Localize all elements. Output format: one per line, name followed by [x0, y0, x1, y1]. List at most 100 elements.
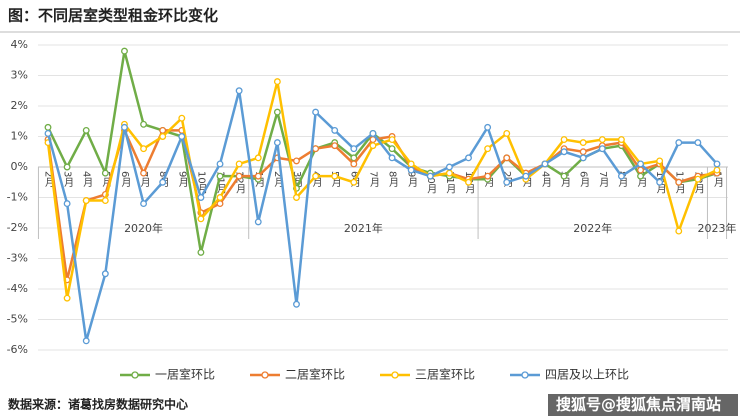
y-tick-label: 2% — [11, 99, 28, 112]
year-label: 2021年 — [344, 221, 383, 235]
point — [675, 227, 683, 235]
point — [140, 120, 148, 128]
point — [369, 142, 377, 150]
point — [560, 172, 568, 180]
point — [235, 87, 243, 95]
point — [101, 270, 109, 278]
year-label: 2020年 — [124, 221, 163, 235]
series-line — [46, 89, 718, 343]
y-tick-label: -2% — [7, 221, 28, 234]
legend-label: 二居室环比 — [285, 367, 345, 382]
x-tick-label: 7月 — [367, 171, 379, 188]
point — [63, 163, 71, 171]
point — [331, 172, 339, 180]
point — [503, 129, 511, 137]
point — [159, 133, 167, 140]
point — [465, 178, 472, 186]
point — [159, 126, 167, 134]
point — [598, 136, 606, 143]
x-tick-label: 9月 — [406, 171, 418, 188]
x-tick-label: 4月 — [81, 171, 93, 188]
point — [445, 169, 453, 177]
point — [694, 175, 702, 183]
x-tick-label: 7月 — [597, 171, 609, 188]
point — [178, 114, 186, 122]
point — [254, 154, 262, 162]
point — [121, 123, 128, 131]
point — [541, 160, 549, 168]
point — [713, 160, 721, 168]
point — [197, 215, 205, 223]
point — [216, 160, 224, 168]
point — [121, 47, 128, 55]
point — [178, 133, 186, 140]
point — [445, 163, 453, 171]
year-label: 2023年 — [698, 221, 737, 235]
point — [235, 172, 243, 180]
point — [273, 139, 281, 147]
point — [675, 178, 683, 186]
chart-title: 图：不同居室类型租金环比变化 — [8, 7, 218, 25]
point — [503, 178, 511, 186]
x-tick-label: 8月 — [387, 171, 399, 188]
y-tick-label: 4% — [11, 38, 28, 51]
x-tick-label: 9月 — [176, 171, 188, 188]
y-tick-label: 1% — [11, 130, 28, 143]
y-tick-label: -4% — [7, 282, 28, 295]
point — [407, 166, 415, 174]
y-tick-label: 3% — [11, 69, 28, 82]
y-tick-label: -3% — [7, 252, 28, 265]
x-tick-label: 4月 — [539, 171, 551, 188]
legend-label: 三居室环比 — [415, 367, 475, 382]
point — [197, 248, 205, 256]
watermark-bg — [548, 394, 738, 416]
point — [273, 78, 281, 86]
point — [560, 148, 568, 156]
point — [465, 154, 472, 162]
legend-label: 四居及以上环比 — [545, 368, 629, 382]
series-line — [46, 80, 718, 300]
point — [579, 148, 587, 156]
legend-label: 一居室环比 — [155, 367, 215, 382]
source: 数据来源：诸葛找房数据研究中心 — [8, 397, 188, 412]
series-line — [46, 129, 718, 282]
y-tick-label: -5% — [7, 313, 28, 326]
point — [350, 145, 358, 153]
point — [426, 172, 434, 180]
point — [293, 157, 300, 165]
point — [63, 294, 71, 302]
x-tick-label: 3月 — [62, 171, 74, 188]
point — [235, 160, 243, 168]
point — [293, 300, 300, 308]
point — [579, 139, 587, 147]
point — [617, 136, 625, 143]
point — [216, 200, 224, 208]
point — [159, 178, 167, 186]
point — [388, 136, 396, 143]
point — [522, 172, 530, 180]
point — [312, 172, 320, 180]
point — [484, 145, 492, 153]
point — [140, 145, 148, 153]
legend-marker — [521, 371, 529, 379]
point — [254, 172, 262, 180]
point — [713, 166, 721, 174]
point — [656, 157, 664, 165]
point — [369, 129, 377, 137]
point — [312, 145, 320, 153]
point — [216, 172, 224, 180]
x-tick-label: 6月 — [578, 171, 590, 188]
point — [63, 200, 71, 208]
point — [656, 178, 664, 186]
point — [675, 139, 683, 147]
y-tick-label: -6% — [7, 343, 28, 356]
point — [350, 160, 358, 168]
point — [503, 154, 511, 162]
y-tick-label: 0% — [11, 160, 28, 173]
point — [44, 129, 52, 137]
legend-marker — [131, 371, 139, 379]
point — [101, 197, 109, 204]
year-label: 2022年 — [573, 221, 612, 235]
legend-marker — [261, 371, 269, 379]
point — [598, 145, 606, 153]
